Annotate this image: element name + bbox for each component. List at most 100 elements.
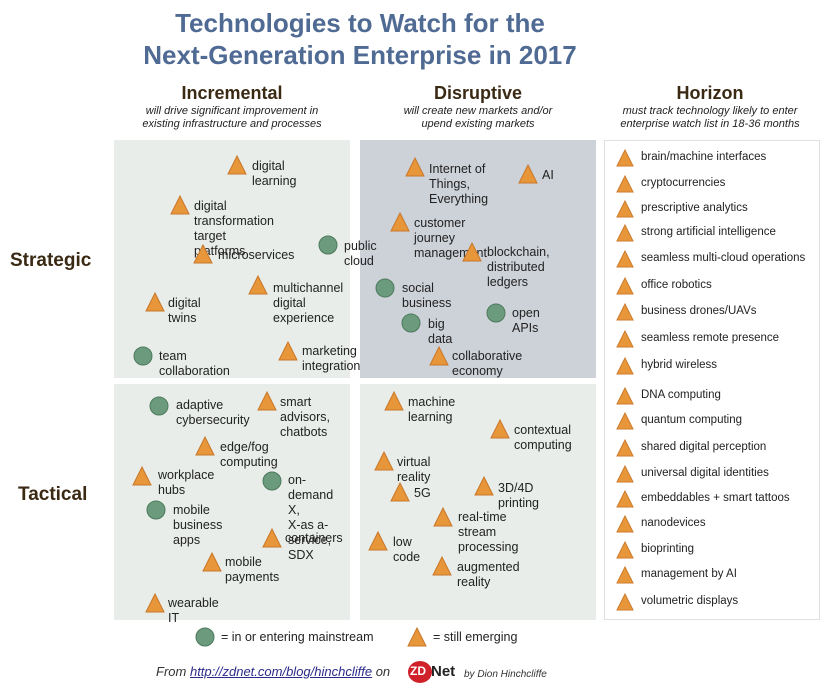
still-emerging-triangle-icon bbox=[433, 507, 453, 527]
tech-item-label: low code bbox=[393, 535, 421, 564]
legend-emerging-label: = still emerging bbox=[433, 630, 518, 644]
legend-triangle-icon bbox=[407, 627, 427, 647]
still-emerging-triangle-icon bbox=[616, 357, 634, 375]
still-emerging-triangle-icon bbox=[462, 242, 482, 262]
tech-item-label: mobile business apps bbox=[173, 503, 223, 547]
footer-url-link[interactable]: http://zdnet.com/blog/hinchcliffe bbox=[189, 664, 373, 679]
mainstream-circle-icon bbox=[262, 471, 282, 491]
zdnet-logo: ZD Net bbox=[408, 660, 460, 684]
still-emerging-triangle-icon bbox=[278, 341, 298, 361]
tech-item-label: public cloud bbox=[344, 239, 377, 268]
tech-item-label: team collaboration bbox=[159, 349, 230, 378]
tech-item-label: collaborative economy bbox=[452, 349, 523, 378]
chart-title-line1: Technologies to Watch for the bbox=[175, 8, 545, 38]
tech-item-label: social business bbox=[402, 281, 452, 310]
horizon-item-label: management by AI bbox=[641, 568, 737, 580]
still-emerging-triangle-icon bbox=[616, 412, 634, 430]
still-emerging-triangle-icon bbox=[616, 175, 634, 193]
mainstream-circle-icon bbox=[149, 396, 169, 416]
still-emerging-triangle-icon bbox=[616, 277, 634, 295]
tech-item-label: workplace hubs bbox=[158, 468, 215, 497]
still-emerging-triangle-icon bbox=[384, 391, 404, 411]
column-heading-incremental: Incremental bbox=[181, 83, 283, 103]
still-emerging-triangle-icon bbox=[390, 482, 410, 502]
mainstream-circle-icon bbox=[146, 500, 166, 520]
mainstream-circle-icon bbox=[318, 235, 338, 255]
tech-item-label: wearable IT bbox=[168, 596, 219, 625]
tech-item-label: virtual reality bbox=[397, 455, 431, 484]
footer-on: on bbox=[375, 664, 391, 679]
horizon-item-label: brain/machine interfaces bbox=[641, 151, 767, 163]
still-emerging-triangle-icon bbox=[616, 303, 634, 321]
horizon-item-label: universal digital identities bbox=[641, 467, 769, 479]
still-emerging-triangle-icon bbox=[195, 436, 215, 456]
still-emerging-triangle-icon bbox=[616, 465, 634, 483]
tech-item-label: multichannel digital experience bbox=[273, 281, 344, 325]
legend: = in or entering mainstream = still emer… bbox=[195, 627, 535, 651]
tech-item-label: Internet of Things, Everything bbox=[429, 162, 489, 206]
still-emerging-triangle-icon bbox=[132, 466, 152, 486]
tech-item-label: blockchain, distributed ledgers bbox=[487, 245, 550, 289]
horizon-item-label: volumetric displays bbox=[641, 595, 739, 607]
still-emerging-triangle-icon bbox=[202, 552, 222, 572]
tech-item-label: open APIs bbox=[512, 306, 540, 335]
tech-item-label: augmented reality bbox=[457, 560, 520, 589]
still-emerging-triangle-icon bbox=[616, 250, 634, 268]
still-emerging-triangle-icon bbox=[227, 155, 247, 175]
tech-item-label: digital transformation target platforms bbox=[194, 199, 274, 258]
quadrant-incremental-strategic bbox=[114, 140, 350, 378]
mainstream-circle-icon bbox=[401, 313, 421, 333]
still-emerging-triangle-icon bbox=[432, 556, 452, 576]
still-emerging-triangle-icon bbox=[170, 195, 190, 215]
zdnet-logo-icon bbox=[408, 661, 432, 683]
column-subtitle-disruptive: will create new markets and/or upend exi… bbox=[403, 105, 553, 130]
still-emerging-triangle-icon bbox=[262, 528, 282, 548]
tech-item-label: real-time stream processing bbox=[458, 510, 519, 554]
chart-title-line2: Next-Generation Enterprise in 2017 bbox=[143, 40, 577, 70]
still-emerging-triangle-icon bbox=[257, 391, 277, 411]
tech-item-label: adaptive cybersecurity bbox=[176, 398, 250, 427]
horizon-item-label: hybrid wireless bbox=[641, 359, 718, 371]
column-heading-horizon: Horizon bbox=[676, 83, 744, 103]
tech-item-label: machine learning bbox=[408, 395, 456, 424]
tech-item-label: AI bbox=[542, 168, 554, 182]
still-emerging-triangle-icon bbox=[490, 419, 510, 439]
still-emerging-triangle-icon bbox=[518, 164, 538, 184]
footer-credit: From http://zdnet.com/blog/hinchcliffe o… bbox=[156, 664, 390, 679]
still-emerging-triangle-icon bbox=[616, 515, 634, 533]
still-emerging-triangle-icon bbox=[429, 346, 449, 366]
horizon-item-label: DNA computing bbox=[641, 389, 721, 401]
tech-item-label: digital learning bbox=[252, 159, 297, 188]
tech-item-label: big data bbox=[428, 317, 453, 346]
zdnet-logo-zd: ZD bbox=[410, 664, 426, 678]
footer-byline: by Dion Hinchcliffe bbox=[464, 669, 547, 680]
horizon-item-label: bioprinting bbox=[641, 543, 695, 555]
row-label-tactical: Tactical bbox=[18, 484, 88, 505]
still-emerging-triangle-icon bbox=[374, 451, 394, 471]
tech-item-label: marketing integration bbox=[302, 344, 361, 373]
tech-item-label: edge/fog computing bbox=[220, 440, 278, 469]
horizon-item-label: quantum computing bbox=[641, 414, 743, 426]
tech-item-label: 5G bbox=[414, 486, 431, 500]
horizon-item-label: embeddables + smart tattoos bbox=[641, 492, 790, 504]
mainstream-circle-icon bbox=[133, 346, 153, 366]
still-emerging-triangle-icon bbox=[616, 490, 634, 508]
mainstream-circle-icon bbox=[375, 278, 395, 298]
tech-item-label: digital twins bbox=[168, 296, 201, 325]
column-subtitle-horizon: must track technology likely to enter en… bbox=[620, 105, 800, 130]
still-emerging-triangle-icon bbox=[145, 292, 165, 312]
still-emerging-triangle-icon bbox=[616, 200, 634, 218]
tech-item-label: contextual computing bbox=[514, 423, 572, 452]
horizon-item-label: nanodevices bbox=[641, 517, 706, 529]
still-emerging-triangle-icon bbox=[616, 593, 634, 611]
zdnet-logo-net: Net bbox=[431, 663, 456, 680]
horizon-item-label: seamless multi-cloud operations bbox=[641, 252, 806, 264]
legend-mainstream-label: = in or entering mainstream bbox=[221, 630, 374, 644]
horizon-item-label: cryptocurrencies bbox=[641, 177, 726, 189]
tech-item-label: smart advisors, chatbots bbox=[280, 395, 331, 439]
still-emerging-triangle-icon bbox=[616, 330, 634, 348]
tech-item-label: mobile payments bbox=[225, 555, 280, 584]
column-subtitle-incremental: will drive significant improvement in ex… bbox=[142, 105, 322, 130]
still-emerging-triangle-icon bbox=[616, 224, 634, 242]
row-label-strategic: Strategic bbox=[10, 250, 92, 271]
